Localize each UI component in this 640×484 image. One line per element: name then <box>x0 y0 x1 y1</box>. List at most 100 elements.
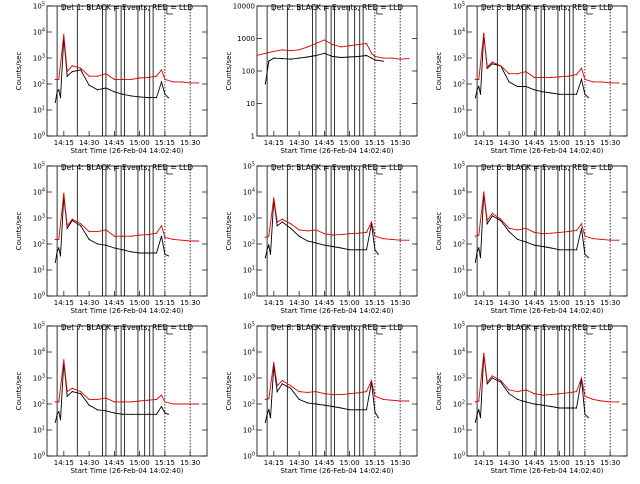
data-point-lld <box>391 399 393 401</box>
panel-title: Det 1: BLACK = Events, RED = LLD <box>61 3 193 12</box>
data-point-events <box>58 89 60 91</box>
data-point-lld <box>71 218 73 220</box>
data-point-lld <box>575 391 578 393</box>
data-point-lld <box>592 398 594 400</box>
data-point-lld <box>584 395 586 397</box>
data-point-events <box>268 409 270 411</box>
bracket-mark <box>166 168 173 175</box>
data-point-lld <box>508 73 510 75</box>
y-tick-label: 105 <box>453 322 465 331</box>
data-point-events <box>332 245 334 248</box>
panel-title: Det 7: BLACK = Events, RED = LLD <box>61 323 193 332</box>
y-tick-label: 1 <box>251 133 255 141</box>
y-tick-label: 1000 <box>237 35 255 43</box>
data-point-events <box>542 91 544 93</box>
data-point-events <box>382 60 384 62</box>
data-point-events <box>584 253 586 255</box>
data-point-events <box>516 85 519 88</box>
data-point-events <box>290 387 292 389</box>
data-point-lld <box>332 394 334 396</box>
data-point-lld <box>516 229 519 231</box>
data-point-events <box>365 54 368 57</box>
y-axis-label: Counts/sec <box>15 372 23 411</box>
data-point-events <box>96 409 99 411</box>
y-tick-label: 104 <box>453 348 465 357</box>
data-point-lld <box>105 229 107 231</box>
data-point-lld <box>483 32 485 34</box>
data-point-events <box>377 253 379 255</box>
x-tick-label: 14:30 <box>79 299 99 307</box>
y-axis-label: Counts/sec <box>435 52 443 91</box>
data-point-events <box>96 243 99 245</box>
bracket-mark <box>166 8 173 15</box>
data-point-events <box>139 252 141 254</box>
data-point-events <box>550 247 552 249</box>
data-point-events <box>147 413 149 415</box>
y-tick-label: 105 <box>243 162 255 171</box>
y-tick-label: 105 <box>243 322 255 331</box>
data-point-events <box>315 242 317 244</box>
y-axis-label: Counts/sec <box>225 52 233 91</box>
data-point-events <box>88 238 90 240</box>
y-axis-label: Counts/sec <box>15 212 23 251</box>
data-point-lld <box>391 238 393 240</box>
data-point-lld <box>357 232 359 234</box>
series-line-lld <box>256 39 409 60</box>
data-point-events <box>474 421 476 423</box>
data-point-lld <box>273 50 275 53</box>
panel-det-7: Det 7: BLACK = Events, RED = LLD 100 101 10… <box>15 322 208 475</box>
data-point-lld <box>609 82 611 84</box>
data-point-events <box>323 244 325 246</box>
data-point-events <box>269 417 272 419</box>
data-point-lld <box>601 238 603 240</box>
data-point-events <box>167 255 169 257</box>
data-point-lld <box>408 239 410 241</box>
y-tick-label: 105 <box>453 2 465 11</box>
data-point-lld <box>54 78 57 80</box>
x-tick-label: 14:45 <box>314 139 334 147</box>
y-tick-label: 102 <box>33 240 45 249</box>
x-tick-label: 14:45 <box>104 459 124 467</box>
data-point-lld <box>268 235 270 237</box>
data-point-events <box>486 223 488 225</box>
data-point-lld <box>533 393 536 395</box>
data-point-events <box>476 89 478 91</box>
data-point-events <box>122 249 124 251</box>
data-point-lld <box>306 230 309 232</box>
data-point-lld <box>584 78 586 80</box>
data-point-events <box>66 75 68 77</box>
data-point-events <box>365 249 368 251</box>
data-point-events <box>290 58 292 60</box>
data-point-events <box>122 93 124 95</box>
y-tick-label: 104 <box>33 348 45 357</box>
y-tick-label: 100 <box>33 132 45 141</box>
data-point-lld <box>365 391 368 393</box>
data-point-lld <box>130 78 132 80</box>
data-point-events <box>58 247 60 249</box>
data-point-lld <box>290 385 292 387</box>
x-tick-label: 14:15 <box>474 299 494 307</box>
data-point-lld <box>374 55 376 58</box>
data-point-lld <box>281 218 283 220</box>
data-point-events <box>113 91 115 93</box>
data-point-events <box>516 398 519 400</box>
data-point-lld <box>609 401 611 403</box>
data-point-lld <box>374 395 376 397</box>
x-tick-label: 14:45 <box>314 459 334 467</box>
data-point-lld <box>80 391 82 393</box>
data-point-lld <box>618 401 620 403</box>
x-tick-label: 15:15 <box>575 139 595 147</box>
panel-det-8: Det 8: BLACK = Events, RED = LLD 100 101 10… <box>225 322 418 475</box>
x-tick-label: 15:15 <box>575 299 595 307</box>
data-point-lld <box>399 239 401 241</box>
data-point-events <box>357 249 359 251</box>
x-tick-label: 15:00 <box>340 299 360 307</box>
data-point-lld <box>500 65 502 67</box>
data-point-lld <box>601 400 603 402</box>
data-point-lld <box>486 66 488 68</box>
panel-det-2: Det 2: BLACK = Events, RED = LLD 1 10 100 10… <box>225 3 418 155</box>
y-tick-label: 103 <box>453 214 465 223</box>
bracket-mark <box>376 8 383 15</box>
series-line-lld <box>55 34 199 84</box>
panel-det-4: Det 4: BLACK = Events, RED = LLD 100 101 10… <box>15 162 208 315</box>
